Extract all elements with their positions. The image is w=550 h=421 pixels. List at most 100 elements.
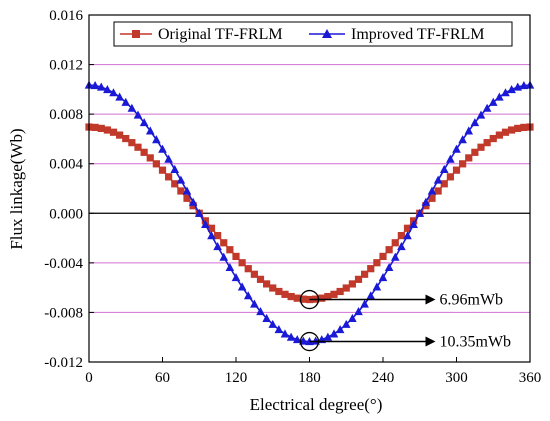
point-1-55 <box>421 197 431 206</box>
point-0-10 <box>146 154 154 162</box>
point-0-61 <box>459 160 467 168</box>
point-0-22 <box>220 239 228 247</box>
point-0-16 <box>183 194 191 202</box>
x-tick-label-0: 0 <box>85 370 93 386</box>
point-0-29 <box>263 280 271 288</box>
legend-marker-improved <box>322 29 332 38</box>
point-1-25 <box>237 282 247 291</box>
point-0-30 <box>269 284 277 292</box>
point-1-23 <box>225 262 235 272</box>
y-tick-label-3: 0.000 <box>49 206 83 222</box>
point-1-47 <box>372 282 382 291</box>
point-0-48 <box>379 252 387 261</box>
point-1-59 <box>446 154 455 163</box>
point-1-63 <box>470 118 480 127</box>
point-1-27 <box>250 299 259 308</box>
point-1-13 <box>164 154 173 163</box>
point-1-29 <box>262 313 271 322</box>
point-0-38 <box>318 294 326 302</box>
point-1-52 <box>403 231 412 240</box>
point-0-8 <box>134 143 142 151</box>
point-1-31 <box>274 325 284 334</box>
point-1-64 <box>476 110 486 119</box>
annotation-label-1: 10.35mWb <box>440 334 512 351</box>
point-0-21 <box>214 231 222 240</box>
point-0-45 <box>361 270 369 278</box>
legend-label-improved: Improved TF-FRLM <box>351 26 484 43</box>
point-1-43 <box>348 313 357 322</box>
point-1-26 <box>243 291 253 300</box>
point-0-60 <box>452 166 461 174</box>
point-1-5 <box>115 92 124 101</box>
point-1-33 <box>286 332 296 341</box>
axes: -0.012 -0.008 -0.004 0.000 0.004 0.008 0.012 0.… <box>44 8 541 386</box>
point-0-26 <box>244 265 252 273</box>
x-tick-label-2: 120 <box>225 370 248 386</box>
point-0-47 <box>373 259 381 267</box>
point-0-3 <box>103 126 111 134</box>
point-1-62 <box>464 126 474 135</box>
point-0-12 <box>158 166 167 174</box>
point-0-13 <box>165 173 173 181</box>
point-1-20 <box>207 231 216 240</box>
point-0-71 <box>520 123 528 132</box>
point-0-35 <box>299 295 307 303</box>
point-0-5 <box>116 131 124 139</box>
point-0-9 <box>140 148 148 156</box>
point-0-32 <box>281 290 289 298</box>
point-1-19 <box>201 219 210 229</box>
point-0-23 <box>226 246 234 254</box>
point-1-15 <box>176 175 186 184</box>
point-0-33 <box>287 292 295 301</box>
point-0-65 <box>483 139 491 147</box>
point-1-6 <box>121 97 131 106</box>
point-0-2 <box>97 124 105 132</box>
point-1-9 <box>139 118 149 127</box>
point-0-51 <box>397 231 405 240</box>
point-0-43 <box>348 280 356 288</box>
point-1-56 <box>427 186 437 195</box>
y-tick-label-7: 0.016 <box>49 8 83 24</box>
legend-marker-original <box>132 30 140 38</box>
point-1-71 <box>519 81 529 90</box>
y-axis-title: Flux linkage(Wb) <box>7 128 26 249</box>
point-0-58 <box>440 180 448 188</box>
x-axis-title: Electrical degree(°) <box>250 395 383 414</box>
x-tick-label-4: 240 <box>372 370 395 386</box>
point-0-70 <box>514 124 522 132</box>
series-layer <box>84 80 535 346</box>
point-0-59 <box>446 173 454 181</box>
annotation-label-0: 6.96mWb <box>440 292 504 309</box>
annotation-arrowhead-0 <box>425 294 436 305</box>
point-1-58 <box>439 164 449 174</box>
point-0-41 <box>336 287 344 296</box>
point-1-34 <box>292 335 302 344</box>
point-1-39 <box>323 332 333 341</box>
annotation-arrowhead-1 <box>425 336 436 347</box>
point-1-30 <box>268 319 278 328</box>
point-0-25 <box>238 259 246 267</box>
point-0-64 <box>477 143 485 151</box>
point-1-50 <box>390 252 400 261</box>
point-1-45 <box>360 299 369 308</box>
point-1-14 <box>170 164 180 174</box>
point-1-42 <box>341 319 351 328</box>
point-0-39 <box>324 292 332 301</box>
point-1-48 <box>378 272 388 282</box>
point-1-57 <box>433 175 443 184</box>
point-0-46 <box>367 265 375 273</box>
point-0-14 <box>171 180 179 188</box>
point-0-63 <box>471 148 479 156</box>
series-1 <box>84 80 535 346</box>
y-tick-label-0: -0.012 <box>44 355 83 371</box>
point-1-22 <box>219 252 229 261</box>
point-1-51 <box>397 241 406 251</box>
y-tick-label-1: -0.008 <box>44 305 83 321</box>
point-1-40 <box>329 329 339 338</box>
y-tick-label-4: 0.004 <box>49 157 83 173</box>
point-1-35 <box>299 336 308 345</box>
point-1-12 <box>158 144 167 153</box>
point-1-44 <box>354 307 363 316</box>
point-0-69 <box>508 126 516 134</box>
